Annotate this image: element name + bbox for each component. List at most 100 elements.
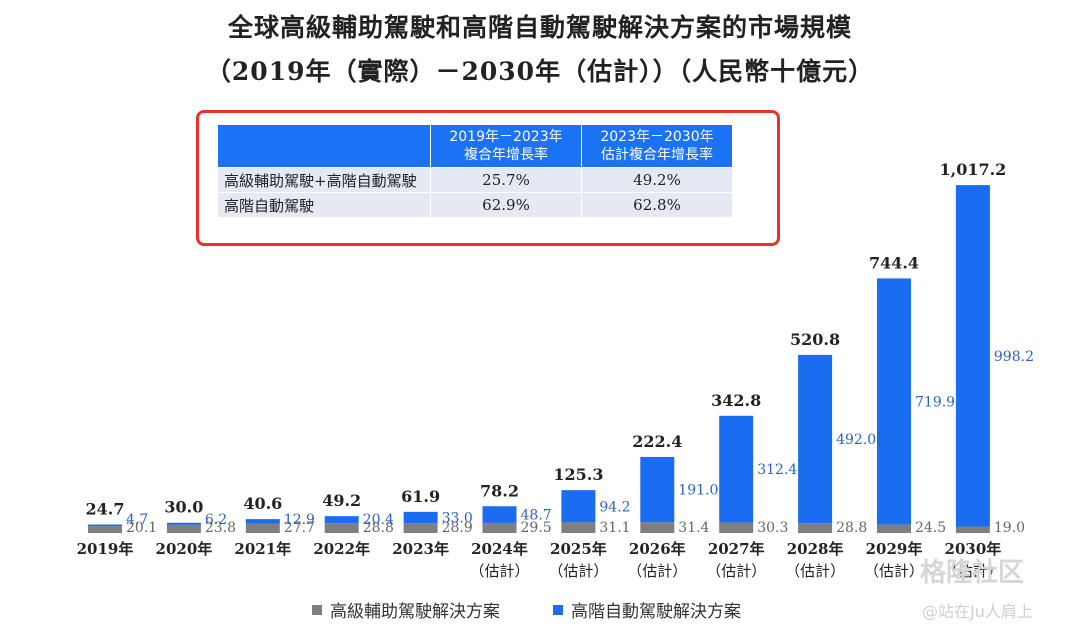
cagr-row: 高階自動駕駛 62.9% 62.8% [217, 192, 733, 218]
cagr-value: 25.7% [430, 167, 582, 193]
x-tick-label: （估計） [627, 562, 687, 580]
total-label: 1,017.2 [939, 160, 1006, 179]
gray-value-label: 30.3 [757, 520, 788, 536]
bar-segment-blue [877, 278, 911, 525]
legend-label-blue: 高階自動駕駛解決方案 [571, 602, 741, 622]
total-label: 744.4 [869, 253, 919, 272]
x-tick-label: 2025年 [550, 540, 607, 558]
x-tick-label: （估計） [864, 562, 924, 580]
bar-segment-gray [955, 526, 990, 533]
blue-value-label: 94.2 [599, 499, 630, 515]
bar-segment-gray [877, 524, 911, 533]
x-tick-label: 2019年 [77, 540, 134, 558]
cagr-row-label: 高階自動駕駛 [217, 192, 431, 218]
x-tick-label: 2022年 [313, 540, 370, 558]
x-tick-label: 2030年 [945, 540, 1002, 558]
gray-value-label: 31.4 [678, 520, 709, 536]
blue-value-label: 312.4 [757, 462, 797, 478]
total-label: 61.9 [401, 487, 440, 506]
cagr-table: 2019年－2023年 複合年增長率 2023年－2030年 估計複合年增長率 … [217, 124, 733, 218]
blue-value-label: 6.2 [205, 512, 227, 528]
cagr-header-2023-2030: 2023年－2030年 估計複合年增長率 [581, 124, 733, 168]
cagr-row: 高級輔助駕駛+高階自動駕駛 25.7% 49.2% [217, 167, 733, 193]
bar-segment-blue [88, 524, 122, 527]
blue-value-label: 12.9 [284, 512, 315, 528]
bar-segment-gray [324, 523, 359, 533]
bar-segment-blue [640, 456, 675, 523]
total-label: 49.2 [322, 491, 361, 510]
bar-segment-blue [955, 185, 990, 527]
gray-value-label: 24.5 [915, 520, 946, 536]
gray-value-label: 19.0 [994, 520, 1025, 536]
legend-label-gray: 高級輔助駕駛解決方案 [330, 602, 500, 622]
chart-title-line1: 全球高級輔助駕駛和高階自動駕駛解決方案的市場規模 [227, 13, 852, 42]
bar-segment-blue [798, 354, 833, 524]
x-tick-label: （估計） [548, 562, 608, 580]
cagr-value: 49.2% [581, 167, 733, 193]
legend-swatch-gray [312, 604, 322, 615]
total-label: 78.2 [480, 481, 519, 500]
legend-swatch-blue [553, 604, 563, 615]
x-tick-label: （估計） [469, 562, 529, 580]
x-tick-label: 2029年 [866, 540, 923, 558]
legend-item-blue: 高階自動駕駛解決方案 [553, 597, 741, 622]
x-tick-label: 2020年 [156, 540, 213, 558]
x-tick-label: 2024年 [471, 540, 528, 558]
bar-segment-blue [561, 490, 596, 523]
cagr-header-2019-2023: 2019年－2023年 複合年增長率 [430, 124, 582, 168]
total-label: 40.6 [243, 494, 282, 513]
watermark-user: @站在Ju人肩上 [922, 602, 1033, 621]
bar-segment-blue [245, 519, 280, 524]
bar-segment-blue [324, 516, 359, 524]
blue-value-label: 20.4 [363, 512, 394, 528]
cagr-row-label: 高級輔助駕駛+高階自動駕駛 [217, 167, 431, 193]
bar-segment-gray [561, 522, 596, 533]
bar-segment-gray [88, 526, 122, 533]
bar-segment-gray [403, 523, 438, 533]
blue-value-label: 4.7 [126, 512, 148, 528]
bar-segment-blue [482, 506, 517, 523]
x-tick-label: 2028年 [787, 540, 844, 558]
blue-value-label: 33.0 [442, 510, 473, 526]
x-tick-label: 2026年 [629, 540, 686, 558]
total-label: 30.0 [164, 498, 203, 517]
chart-title-line2: （2019年（實際）－2030年（估計））（人民幣十億元） [205, 57, 875, 86]
total-label: 222.4 [632, 432, 682, 451]
blue-value-label: 492.0 [836, 432, 876, 448]
cagr-highlight-box [196, 110, 780, 246]
watermark-brand: 格隆社区 [920, 558, 1025, 588]
gray-value-label: 31.1 [599, 520, 630, 536]
gray-value-label: 29.5 [521, 520, 552, 536]
x-tick-label: 2021年 [234, 540, 291, 558]
total-label: 24.7 [86, 500, 125, 519]
x-tick-label: （估計） [785, 562, 845, 580]
gray-value-label: 27.7 [284, 520, 315, 536]
total-label: 125.3 [553, 465, 603, 484]
bar-segment-gray [640, 522, 675, 533]
bar-segment-gray [482, 522, 517, 533]
legend-item-gray: 高級輔助駕駛解決方案 [312, 597, 500, 622]
gray-value-label: 20.1 [126, 520, 157, 536]
bar-segment-gray [166, 524, 201, 533]
gray-value-label: 28.8 [836, 520, 867, 536]
gray-value-label: 23.8 [205, 520, 236, 536]
x-tick-label: 2027年 [708, 540, 765, 558]
blue-value-label: 998.2 [994, 349, 1034, 365]
blue-value-label: 719.9 [915, 395, 955, 411]
cagr-value: 62.9% [430, 192, 582, 218]
bar-segment-gray [798, 523, 833, 533]
cagr-value: 62.8% [581, 192, 733, 218]
x-tick-label: （估計） [706, 562, 766, 580]
bar-segment-blue [719, 415, 754, 523]
x-tick-label: （估計） [943, 562, 1003, 580]
total-label: 520.8 [790, 330, 840, 349]
bar-segment-gray [719, 522, 754, 533]
bar-segment-blue [403, 511, 438, 524]
gray-value-label: 28.9 [442, 520, 473, 536]
blue-value-label: 48.7 [521, 508, 552, 524]
bar-segment-blue [166, 522, 201, 525]
bar-segment-gray [245, 523, 280, 533]
total-label: 342.8 [711, 391, 761, 410]
gray-value-label: 28.8 [363, 520, 394, 536]
